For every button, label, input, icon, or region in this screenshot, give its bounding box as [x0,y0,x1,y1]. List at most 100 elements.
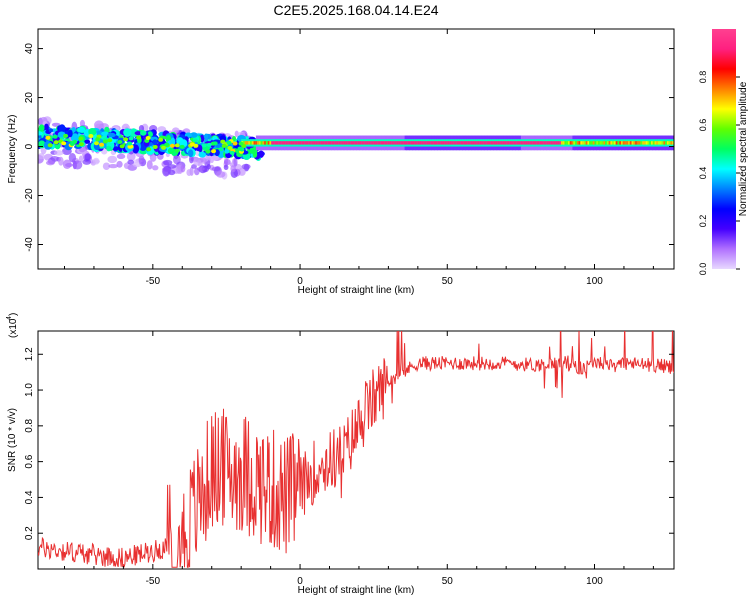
heatmap-cell [107,132,116,138]
spectrogram-panel: -50 0 50 100 40 20 0 -20 -40 Height of straight… [7,28,675,296]
heatmap-cell [481,141,484,145]
heatmap-cell [640,141,643,145]
heatmap-cell [557,141,560,145]
heatmap-cell [280,141,283,145]
heatmap-cell [396,141,399,145]
heatmap-cell [152,144,158,149]
heatmap-cell [511,141,514,145]
heatmap-cell [287,141,290,145]
heatmap-cell [126,151,136,162]
heatmap-cell [642,141,645,145]
heatmap-cell [325,141,329,145]
heatmap-cell [250,141,253,145]
heatmap-cell [61,141,67,146]
heatmap-cell [262,141,265,145]
heatmap-cell [373,141,376,145]
heatmap-cell [163,159,173,166]
heatmap-cell [258,150,265,158]
y-tick-label: -40 [24,237,35,252]
heatmap-cell [308,141,311,145]
heatmap-cell [375,141,378,145]
heatmap-cell [661,141,664,145]
heatmap-cell [401,141,405,145]
heatmap-cell [343,141,346,145]
y-tick-label: 0.8 [24,418,35,432]
heatmap-cell [651,141,654,145]
heatmap-cell [421,141,424,145]
heatmap-cell [658,141,661,145]
heatmap-cell [223,164,229,170]
heatmap-cell [378,141,382,145]
heatmap-cell [559,141,562,145]
heatmap-cell [546,141,549,145]
heatmap-cell [352,141,355,145]
heatmap-cell [545,141,548,145]
heatmap-cell [357,141,360,145]
heatmap-cell [193,158,202,166]
heatmap-cell [423,141,426,145]
heatmap-cell [465,141,468,145]
heatmap-cell [38,124,45,132]
heatmap-cell [127,141,133,146]
heatmap-cell [594,141,597,145]
snr-panel: -50 0 50 100 0.2 0.4 0.6 0.8 1.0 1.2 Height of s… [6,313,675,596]
heatmap-cell [138,155,145,165]
heatmap-cell [38,153,45,160]
heatmap-cell [58,124,66,134]
heatmap-cell [442,141,445,145]
heatmap-cell [140,130,147,136]
heatmap-cell [477,141,481,145]
heatmap-cell [47,143,53,148]
heatmap-cell [394,141,398,145]
heatmap-cell [218,147,224,152]
snr-frame [37,330,675,570]
heatmap-cell [311,141,315,145]
heatmap-cell [318,141,322,145]
heatmap-cell [612,141,615,145]
colorbar-tick-label: 0.2 [698,215,708,228]
heatmap-cell [400,141,403,145]
heatmap-cell [192,138,198,143]
heatmap-cell [488,141,491,145]
heatmap-cell [380,141,383,145]
heatmap-cell [276,141,279,145]
heatmap-cell [168,147,174,152]
heatmap-cell [525,141,528,145]
heatmap-cell [497,141,500,145]
heatmap-cell [224,148,230,154]
y-tick-label: 1.2 [24,347,35,361]
heatmap-cell [187,149,194,158]
heatmap-cell [368,141,371,145]
heatmap-cell [93,141,99,146]
heatmap-cell [562,141,565,145]
heatmap-cell [389,141,392,145]
heatmap-cell [449,141,452,145]
heatmap-cell [631,141,634,145]
heatmap-cell [513,141,516,145]
heatmap-cell [271,141,274,145]
heatmap-cell [345,141,348,145]
heatmap-cell [164,142,170,147]
heatmap-cell [495,141,498,145]
heatmap-cell [520,141,523,145]
heatmap-cell [88,128,97,136]
heatmap-cell [248,148,258,154]
heatmap-cell [659,141,663,145]
heatmap-cell [386,141,389,145]
heatmap-cell [527,141,530,145]
heatmap-cell [537,141,541,145]
spectrogram-x-axis-label: Height of straight line (km) [298,285,415,296]
heatmap-cell [405,141,408,145]
heatmap-cell [606,141,610,145]
heatmap-cell [232,141,238,146]
heatmap-cell [127,159,135,165]
spectrogram-heatmap [38,116,674,180]
snr-multiplier-base: (x10 [8,318,19,338]
colorbar-tick-label: 0.6 [698,119,708,132]
heatmap-cell [174,148,180,153]
heatmap-cell [210,155,219,161]
heatmap-cell [285,141,288,145]
heatmap-cell [410,141,413,145]
heatmap-cell [58,156,64,166]
heatmap-cell [476,141,479,145]
